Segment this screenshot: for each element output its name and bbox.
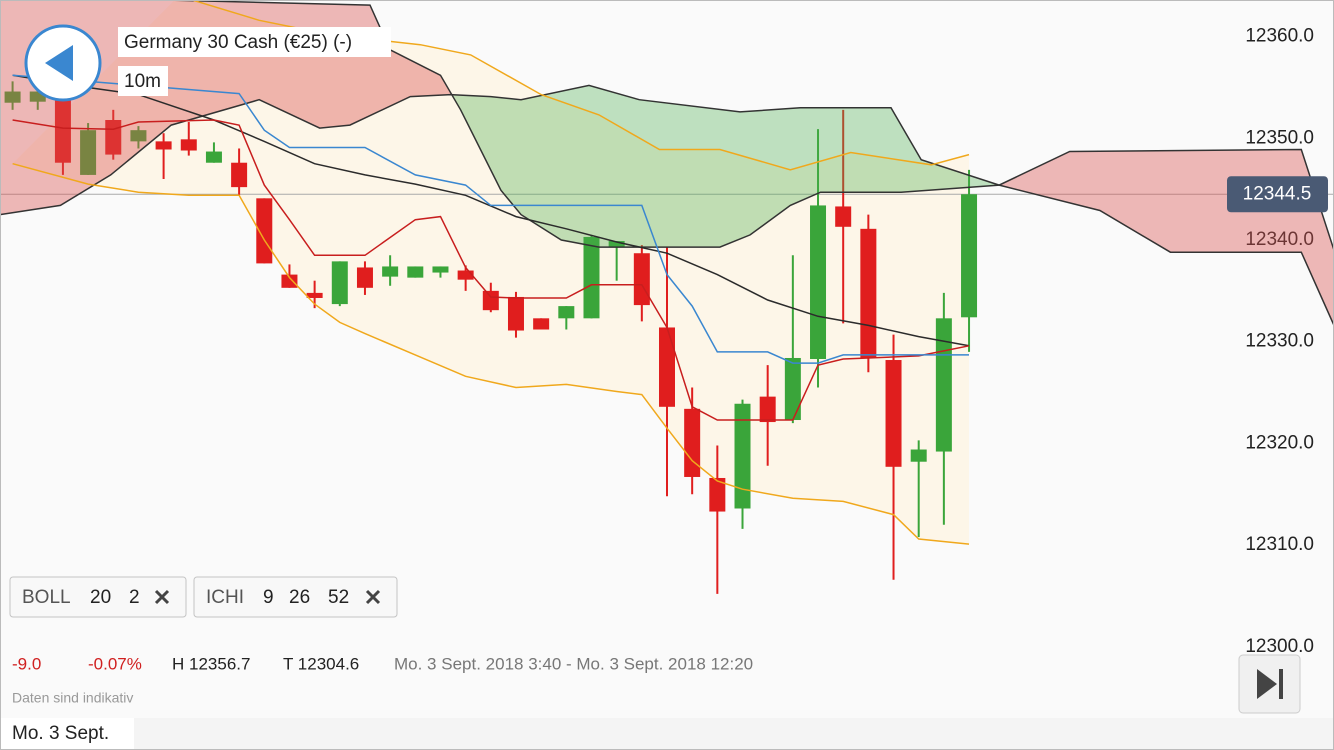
candle-body [482, 290, 499, 311]
chip-param: 20 [90, 587, 111, 608]
indicator-line [12, 74, 969, 364]
skip-icon [1257, 669, 1277, 699]
ui-layer: Mo. 3 Sept. Germany 30 Cash (€25) (-) 10… [0, 24, 1334, 750]
instrument-title: Germany 30 Cash (€25) (-) [124, 32, 352, 53]
cloud-up [0, 85, 1334, 326]
candle-body [558, 306, 575, 319]
candle-body [533, 318, 550, 330]
indicator-line [12, 119, 970, 421]
candle-body [935, 318, 952, 452]
candle-body [910, 449, 927, 462]
indicator-chip[interactable]: ICHI 9 26 52 [193, 576, 398, 618]
date-box [0, 718, 134, 750]
candle-body [331, 261, 348, 305]
candle-body [659, 327, 675, 407]
candle-body [281, 274, 298, 288]
candle-body [583, 236, 600, 319]
y-tick-label: 12330.0 [1245, 331, 1314, 352]
chip-param: 26 [289, 587, 310, 608]
candle-body [356, 267, 373, 288]
candle-body [80, 130, 97, 175]
skip-bar [1279, 669, 1283, 699]
candle-body [860, 228, 877, 358]
candle-body [54, 99, 71, 163]
candle-body [155, 141, 172, 150]
y-tick-label: 12310.0 [1245, 534, 1314, 555]
y-tick-label: 12320.0 [1245, 432, 1314, 453]
chip-close[interactable] [154, 589, 170, 605]
candle-body [29, 91, 46, 102]
interval-box [118, 66, 168, 96]
interval: 10m [124, 71, 161, 92]
range: Mo. 3 Sept. 2018 3:40 - Mo. 3 Sept. 2018… [394, 654, 753, 673]
chip-name: ICHI [206, 587, 244, 608]
chip-param: 52 [328, 587, 349, 608]
indicator-chip[interactable]: BOLL 20 2 [9, 576, 187, 618]
y-tick-label: 12360.0 [1245, 26, 1314, 47]
change-pct: -0.07% [88, 654, 142, 673]
candle-body [810, 205, 827, 359]
candle-body [306, 292, 323, 298]
y-tick-label: 12350.0 [1245, 127, 1314, 148]
candle-body [382, 266, 399, 277]
candle-body [759, 396, 776, 423]
candle-body [407, 266, 424, 278]
low: T 12304.6 [283, 654, 359, 673]
chip-box [9, 576, 187, 618]
price-badge [1227, 176, 1328, 213]
candle-body [885, 360, 902, 467]
y-tick-label: 12340.0 [1245, 229, 1314, 250]
candle-body [961, 194, 978, 318]
candle-body [684, 408, 701, 477]
change: -9.0 [12, 654, 41, 673]
cloud-span [134, 0, 1334, 251]
date-label: Mo. 3 Sept. [12, 723, 109, 744]
skip-button[interactable] [1238, 654, 1301, 714]
chip-param: 2 [129, 587, 140, 608]
candle-body [231, 162, 248, 188]
candle-body [205, 151, 222, 163]
candle-body [734, 403, 751, 509]
candle-body [507, 296, 524, 331]
chip-param: 9 [263, 587, 274, 608]
candle-body [457, 270, 474, 280]
x-axis-strip [0, 718, 1334, 750]
candle-body [608, 241, 625, 248]
candle-body [432, 266, 449, 273]
disclaimer: Daten sind indikativ [12, 690, 133, 706]
band-line [12, 162, 970, 545]
candle-body [4, 91, 21, 103]
back-icon [45, 45, 73, 81]
high: H 12356.7 [172, 654, 250, 673]
candle-body [709, 477, 726, 512]
chip-close[interactable] [365, 589, 381, 605]
candle-body [180, 139, 197, 151]
candle-body [130, 130, 147, 142]
cloud-span [0, 84, 1334, 326]
chip-name: BOLL [22, 587, 71, 608]
candle-body [835, 206, 852, 227]
price-badge-label: 12344.5 [1243, 183, 1312, 204]
chip-box [193, 576, 398, 618]
candle-body [633, 253, 650, 306]
y-tick-label: 12300.0 [1245, 636, 1314, 657]
title-box [118, 27, 391, 57]
candle-body [784, 357, 801, 421]
